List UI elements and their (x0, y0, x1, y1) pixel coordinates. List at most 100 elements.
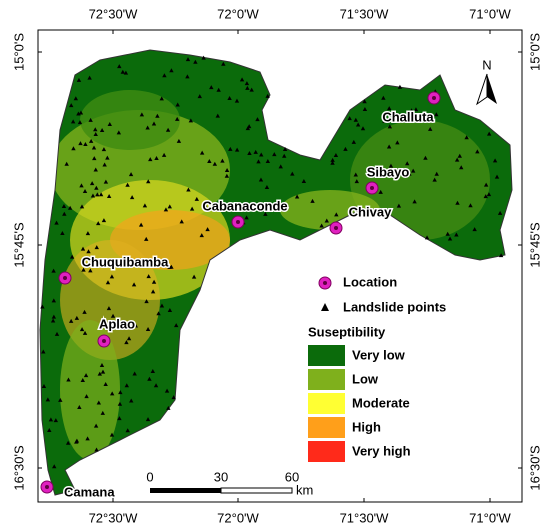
landslide-point (162, 73, 167, 78)
legend-swatch (308, 345, 345, 366)
landslide-point (62, 211, 67, 216)
landslide-point (197, 94, 202, 99)
landslide-point (353, 117, 359, 122)
landslide-point (464, 135, 469, 140)
landslide-point (188, 118, 194, 123)
landslide-point (457, 153, 462, 158)
landslide-point (99, 128, 105, 133)
landslide-point (107, 121, 112, 126)
landslide-point (432, 177, 437, 182)
landslide-point (194, 196, 200, 201)
landslide-point (282, 153, 287, 158)
landslide-point (117, 64, 122, 69)
landslide-point (151, 121, 157, 126)
landslide-point (154, 155, 159, 160)
landslide-point (445, 231, 450, 236)
location-dot (432, 96, 436, 100)
landslide-point (101, 147, 107, 152)
landslide-point (409, 108, 414, 113)
landslide-point (45, 397, 51, 402)
landslide-point (71, 146, 76, 151)
landslide-point (221, 61, 226, 66)
landslide-point (100, 410, 105, 415)
landslide-point (67, 205, 73, 210)
landslide-point (171, 395, 176, 400)
landslide-point (301, 178, 307, 183)
landslide-point (255, 117, 260, 122)
landslide-point (84, 394, 89, 399)
landslide-point (468, 203, 473, 208)
landslide-point (434, 171, 439, 176)
landslide-point (175, 102, 180, 107)
legend-class: Very low (352, 347, 406, 362)
landslide-point (97, 371, 103, 376)
landslide-point (186, 187, 191, 192)
landslide-point (492, 158, 498, 163)
landslide-point (282, 146, 288, 151)
location-dot (63, 276, 67, 280)
legend-landslides: Landslide points (343, 299, 446, 314)
landslide-point (74, 315, 80, 320)
landslide-point (290, 171, 295, 176)
landslide-point (212, 161, 218, 166)
landslide-point (166, 405, 171, 410)
legend-class: Moderate (352, 395, 410, 410)
landslide-point (256, 159, 261, 164)
landslide-point (189, 206, 195, 211)
landslide-point (76, 77, 82, 82)
landslide-point (227, 96, 232, 101)
landslide-point (142, 203, 148, 208)
landslide-point (85, 231, 91, 236)
landslide-point (98, 192, 104, 197)
landslide-point (155, 113, 160, 118)
location-dot (45, 485, 49, 489)
landslide-point (351, 139, 357, 144)
landslide-point (117, 416, 122, 421)
landslide-point (362, 99, 367, 104)
landslide-point (120, 69, 126, 74)
landslide-point (294, 194, 300, 199)
landslide-point (106, 306, 112, 311)
landslide-point (174, 323, 179, 328)
landslide-point (330, 160, 335, 165)
landslide-point (131, 282, 137, 287)
landslide-point (76, 111, 81, 116)
landslide-point (85, 436, 90, 441)
landslide-point (259, 152, 264, 157)
landslide-point (54, 220, 59, 225)
landslide-point (228, 146, 233, 151)
landslide-point (109, 391, 115, 396)
landslide-point (360, 126, 366, 131)
landslide-point (163, 207, 169, 212)
landslide-point (265, 93, 270, 98)
landslide-point (319, 223, 324, 228)
landslide-point (78, 110, 84, 115)
legend-location: Location (343, 274, 397, 289)
legend-title: Suseptibility (308, 324, 386, 339)
landslide-point (79, 327, 85, 332)
landslide-point (343, 146, 348, 151)
landslide-point (434, 112, 439, 117)
landslide-point (205, 227, 210, 232)
landslide-point (397, 84, 403, 89)
landslide-point (412, 199, 417, 204)
longitude-label: 71°0'W (469, 6, 511, 21)
longitude-label: 71°0'W (469, 510, 511, 525)
landslide-point (110, 313, 116, 318)
landslide-point (51, 298, 57, 303)
landslide-point (224, 173, 230, 178)
landslide-point (355, 122, 361, 127)
location-label: Chivay (349, 204, 392, 219)
legend-landslide-marker (321, 303, 329, 311)
landslide-point (93, 167, 98, 172)
landslide-point (81, 267, 86, 272)
landslide-point (199, 233, 204, 238)
landslide-point (128, 172, 134, 177)
landslide-point (405, 161, 410, 166)
legend-location-dot (323, 281, 327, 285)
landslide-point (156, 311, 161, 316)
landslide-point (79, 204, 85, 209)
landslide-point (99, 362, 105, 367)
landslide-point (486, 192, 492, 197)
